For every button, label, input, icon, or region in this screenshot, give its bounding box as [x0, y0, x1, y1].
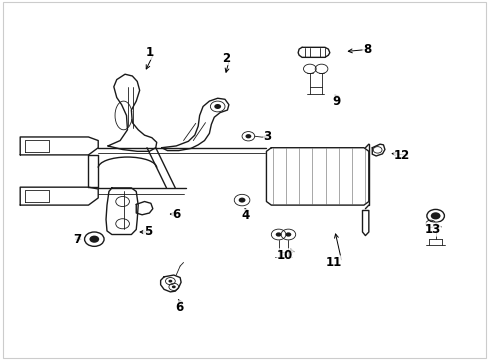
Circle shape — [275, 232, 281, 237]
Text: 10: 10 — [276, 249, 293, 262]
Circle shape — [238, 198, 245, 203]
Text: 9: 9 — [332, 95, 340, 108]
Text: 3: 3 — [263, 130, 271, 144]
Text: 8: 8 — [362, 42, 370, 55]
Text: 5: 5 — [143, 225, 152, 238]
Circle shape — [210, 101, 224, 112]
Circle shape — [171, 285, 175, 288]
Circle shape — [214, 104, 221, 109]
Text: 6: 6 — [172, 208, 180, 221]
Text: 13: 13 — [424, 223, 440, 236]
Circle shape — [285, 232, 291, 237]
Text: 7: 7 — [73, 233, 81, 246]
Text: 4: 4 — [241, 210, 249, 222]
Text: 12: 12 — [393, 149, 409, 162]
Text: 2: 2 — [221, 51, 229, 64]
Circle shape — [89, 235, 99, 243]
Text: 1: 1 — [146, 46, 154, 59]
Text: 6: 6 — [175, 301, 183, 314]
Text: 11: 11 — [325, 256, 341, 269]
Circle shape — [430, 212, 440, 220]
Circle shape — [245, 134, 251, 138]
Circle shape — [168, 280, 172, 283]
